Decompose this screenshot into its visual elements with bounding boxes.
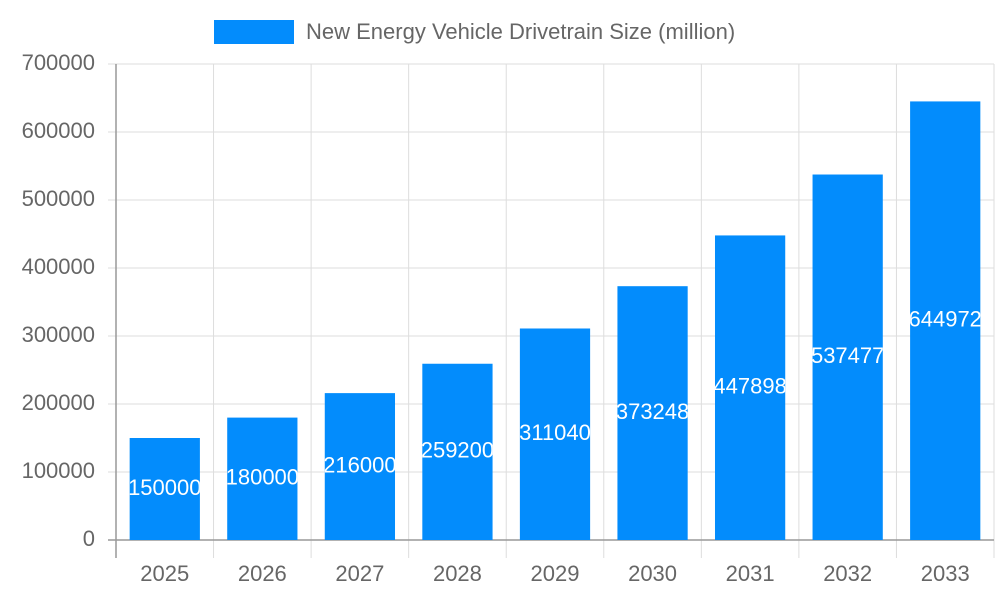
x-tick-label: 2027 xyxy=(335,561,384,586)
y-tick-label: 300000 xyxy=(22,322,95,347)
x-tick-label: 2029 xyxy=(531,561,580,586)
y-tick-label: 100000 xyxy=(22,458,95,483)
bar xyxy=(714,235,786,540)
y-tick-label: 700000 xyxy=(22,50,95,75)
x-tick-label: 2030 xyxy=(628,561,677,586)
value-label: 150000 xyxy=(128,475,201,500)
bar xyxy=(812,174,883,541)
y-tick-label: 400000 xyxy=(22,254,95,279)
bar xyxy=(519,328,591,540)
value-label: 447898 xyxy=(713,374,786,399)
bar xyxy=(129,438,200,540)
value-label: 537477 xyxy=(811,343,884,368)
x-tick-label: 2032 xyxy=(823,561,872,586)
x-tick-label: 2026 xyxy=(238,561,287,586)
y-tick-label: 0 xyxy=(83,526,95,551)
bar xyxy=(910,101,981,540)
y-tick-label: 500000 xyxy=(22,186,95,211)
value-label: 311040 xyxy=(519,420,591,445)
x-tick-label: 2033 xyxy=(921,561,970,586)
y-tick-label: 600000 xyxy=(22,118,95,143)
value-label: 216000 xyxy=(323,452,396,477)
x-tick-label: 2025 xyxy=(140,561,189,586)
bar xyxy=(617,286,688,540)
value-label: 373248 xyxy=(616,399,689,424)
bar xyxy=(324,393,396,540)
legend-label: New Energy Vehicle Drivetrain Size (mill… xyxy=(306,19,735,44)
value-label: 259200 xyxy=(421,438,494,463)
x-tick-label: 2031 xyxy=(726,561,775,586)
value-label: 644972 xyxy=(909,307,982,332)
x-tick-label: 2028 xyxy=(433,561,482,586)
bar xyxy=(422,363,493,540)
y-tick-label: 200000 xyxy=(22,390,95,415)
value-label: 180000 xyxy=(226,465,299,490)
bar xyxy=(227,417,298,540)
legend-swatch xyxy=(214,20,294,44)
